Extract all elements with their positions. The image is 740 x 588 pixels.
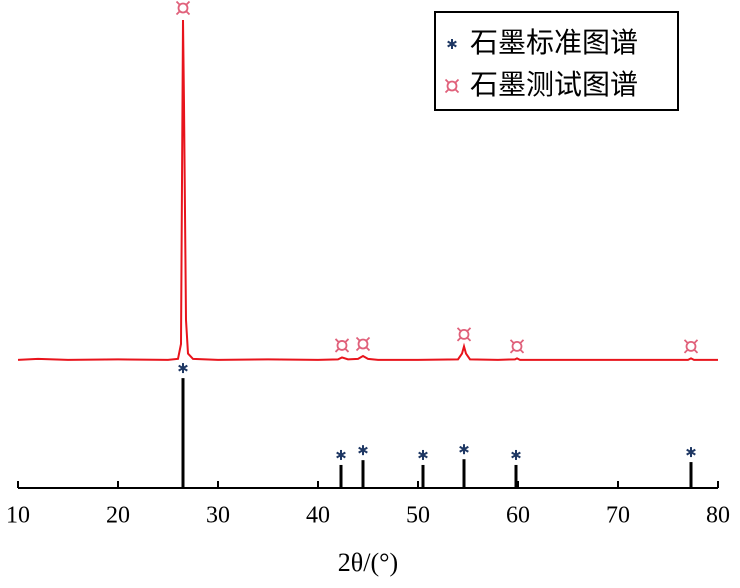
ring-spoke (175, 0, 181, 6)
ring-marker (175, 0, 191, 16)
asterisk-marker (358, 445, 368, 456)
legend-label: 石墨测试图谱 (470, 68, 638, 101)
asterisk-stroke (358, 446, 368, 454)
ring-spoke (334, 348, 340, 353)
asterisk-stroke (447, 40, 457, 48)
ring (357, 338, 369, 350)
legend-box (434, 11, 679, 111)
ring-spoke (693, 339, 699, 344)
ring-spoke (175, 10, 181, 16)
ring-spoke (454, 78, 460, 84)
x-tick-label: 80 (706, 503, 730, 529)
ring (177, 2, 189, 14)
ring-marker (683, 339, 699, 354)
asterisk-marker (418, 449, 428, 460)
ring-spoke (683, 349, 689, 354)
ring (685, 340, 697, 352)
asterisk-stroke (336, 451, 346, 459)
ring-spoke (454, 88, 460, 94)
ring-spoke (466, 327, 472, 332)
ring-spoke (683, 339, 689, 344)
ring-spoke (365, 336, 371, 342)
x-tick-label: 50 (406, 503, 430, 529)
x-tick-label: 20 (106, 503, 130, 529)
asterisk-marker (178, 363, 188, 374)
ring-marker (334, 338, 350, 353)
asterisk-stroke (459, 445, 469, 453)
ring-spoke (355, 336, 361, 342)
ring-spoke (444, 88, 450, 94)
x-tick-label: 60 (506, 503, 530, 529)
ring-spoke (456, 327, 462, 332)
ring-spoke (466, 337, 472, 342)
asterisk-marker (447, 39, 457, 49)
legend-label: 石墨标准图谱 (470, 26, 638, 59)
ring-spoke (444, 78, 450, 84)
ring-spoke (456, 337, 462, 342)
ring-spoke (509, 349, 515, 354)
ring-marker (444, 78, 460, 94)
asterisk-marker (511, 449, 521, 460)
asterisk-stroke (686, 448, 696, 456)
asterisk-stroke (511, 451, 521, 459)
x-tick-label: 30 (206, 503, 230, 529)
x-tick-label: 70 (606, 503, 630, 529)
x-tick-label: 10 (6, 503, 30, 529)
ring (446, 80, 458, 92)
ring-spoke (355, 346, 361, 352)
asterisk-marker (686, 447, 696, 458)
ring-spoke (185, 0, 191, 6)
ring-spoke (519, 349, 525, 354)
ring-marker (355, 336, 371, 352)
ring-spoke (344, 338, 350, 343)
ring-spoke (365, 346, 371, 352)
ring-spoke (693, 349, 699, 354)
asterisk-stroke (178, 364, 188, 372)
x-tick-label: 40 (306, 503, 330, 529)
pattern-line (17, 19, 718, 361)
ring-spoke (185, 10, 191, 16)
ring-spoke (344, 348, 350, 353)
ring-spoke (334, 338, 340, 343)
asterisk-stroke (418, 451, 428, 459)
ring-marker (509, 339, 525, 354)
ring (511, 340, 523, 352)
ring-spoke (519, 339, 525, 344)
ring (336, 340, 348, 351)
x-axis-label: 2θ/(°) (338, 548, 398, 577)
ring (458, 328, 470, 340)
asterisk-marker (336, 449, 346, 460)
ring-marker (456, 327, 472, 342)
asterisk-marker (459, 444, 469, 455)
ring-spoke (509, 339, 515, 344)
